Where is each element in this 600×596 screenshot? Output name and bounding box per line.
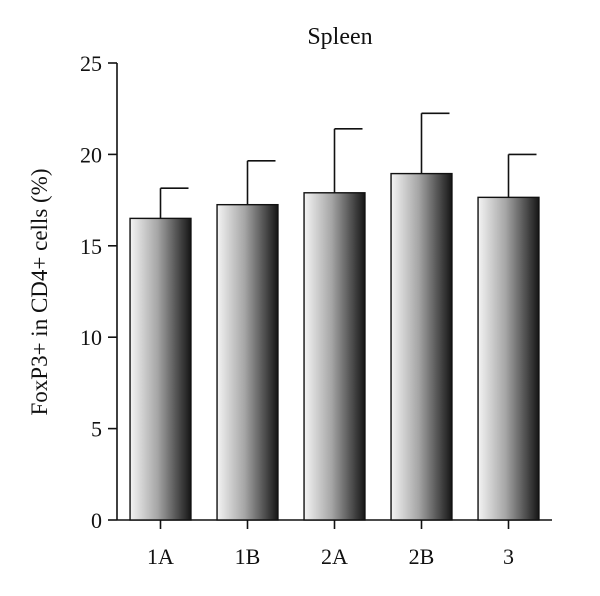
x-tick-label: 1B [235, 544, 261, 569]
x-tick-label: 3 [503, 544, 514, 569]
x-axis: 1A 1B 2A 2B 3 [117, 519, 552, 569]
y-tick-label: 0 [91, 508, 102, 533]
y-axis: 0 5 10 15 20 25 [80, 51, 118, 533]
bar-3 [477, 196, 540, 521]
x-tick-label: 2A [321, 544, 348, 569]
chart-title: Spleen [307, 24, 372, 50]
bar-1B [216, 203, 279, 521]
bar-2A [303, 192, 366, 521]
x-tick-label: 2B [409, 544, 435, 569]
bars [129, 112, 540, 521]
y-axis-label: FoxP3+ in CD4+ cells (%) [27, 169, 52, 416]
x-tick-label: 1A [147, 544, 174, 569]
y-tick-label: 25 [80, 51, 102, 76]
y-tick-label: 5 [91, 417, 102, 442]
y-tick-label: 20 [80, 142, 102, 167]
bar-2B [390, 172, 453, 521]
y-tick-label: 10 [80, 325, 102, 350]
y-tick-label: 15 [80, 234, 102, 259]
bar-1A [129, 217, 192, 521]
